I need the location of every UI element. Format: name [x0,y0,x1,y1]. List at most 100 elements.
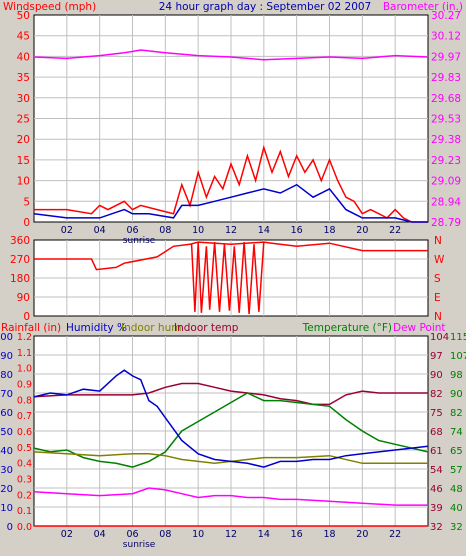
wind-y-left-tick-label: 45 [17,31,30,43]
indoor-temp-axis-title: Indoor temp [174,322,239,334]
wind-y-left-tick-label: 25 [17,114,30,126]
barometer-axis-title: Barometer (in.) [383,1,463,13]
temp-x-tick-label: 22 [389,529,401,540]
dew-point-axis-title: Dew Point [393,322,446,334]
dir-y-left-tick-label: 90 [17,292,30,304]
wind-x-tick-label: 08 [159,225,171,236]
indoor-temp-tick-label: 97 [430,351,443,362]
wind-x-tick-label: 18 [323,225,335,236]
temp-x-tick-label: 08 [159,529,171,540]
temperature-line [33,392,429,468]
rainfall-tick-label: 1.2 [17,332,32,343]
temperature-tick-label: 32 [450,522,463,533]
windspeed-axis-title: Windspeed (mph) [3,1,96,13]
temperature-tick-label: 107 [450,351,466,362]
rainfall-tick-label: 0.7 [17,411,32,422]
rainfall-axis-title: Rainfall (in) [1,322,61,334]
temperature-tick-label: 57 [450,465,463,476]
dir-y-left-tick-label: 0 [23,311,30,323]
rainfall-tick-label: 0.1 [17,506,32,517]
rainfall-tick-label: 0.4 [17,459,32,470]
humidity-axis-title: Humidity % [66,322,127,334]
wind-x-tick-label: 16 [291,225,303,236]
wind-y-right-tick-label: 28.79 [431,217,461,229]
temp-x-tick-label: 18 [323,529,335,540]
wind-y-left-tick-label: 35 [17,72,30,84]
dir-y-left-tick-label: 180 [10,273,30,285]
wind-y-right-tick-label: 30.27 [431,10,461,22]
temperature-tick-label: 82 [450,408,463,419]
wind-x-tick-label: 12 [225,225,237,236]
temperature-tick-label: 74 [450,427,463,438]
wind-y-right-tick-label: 29.97 [431,51,461,63]
humidity-tick-label: 100 [0,332,13,343]
rainfall-tick-label: 0.0 [17,522,32,533]
indoor-temp-tick-label: 75 [430,408,443,419]
indoor-temp-tick-label: 54 [430,465,443,476]
temperature-tick-label: 48 [450,484,463,495]
dir-compass-label: N [434,235,442,247]
temperature-tick-label: 40 [450,503,463,514]
humidity-tick-label: 80 [0,370,13,381]
wind-y-left-tick-label: 40 [17,51,30,63]
wind-direction-spikes-line [190,242,265,314]
wind-y-right-tick-label: 29.53 [431,114,461,126]
wind-y-left-tick-label: 5 [23,196,30,208]
indoor-temp-tick-label: 46 [430,484,443,495]
wind-speed-line [33,183,428,223]
temp-x-tick-label: 20 [356,529,368,540]
rainfall-tick-label: 0.6 [17,427,32,438]
temp-x-tick-label: 02 [61,529,73,540]
humidity-tick-label: 40 [0,446,13,457]
humidity-tick-label: 70 [0,389,13,400]
temp-x-tick-label: 12 [225,529,237,540]
rainfall-tick-label: 0.9 [17,380,32,391]
chart-title: 24 hour graph day : September 02 2007 [159,1,371,13]
wind-y-right-tick-label: 29.38 [431,134,461,146]
temp-x-tick-label: 04 [94,529,106,540]
temperature-tick-label: 98 [450,370,463,381]
indoor-temp-tick-label: 68 [430,427,443,438]
dir-compass-label: W [434,254,445,266]
wind-x-tick-label: 06 [126,225,138,236]
humidity-tick-label: 60 [0,408,13,419]
wind-y-left-tick-label: 10 [17,176,30,188]
dir-compass-label: S [434,273,441,285]
wind-y-right-tick-label: 28.94 [431,196,461,208]
temp-sunrise-marker: sunrise [123,540,156,550]
wind-sunrise-marker: sunrise [123,236,156,246]
wind-y-left-tick-label: 30 [17,93,30,105]
wind-x-tick-label: 22 [389,225,401,236]
dir-y-left-tick-label: 360 [10,235,30,247]
indoor-hum-line [33,451,428,465]
humidity-line [33,369,429,468]
dir-compass-label: E [434,292,441,304]
temperature-axis-title: Temperature (°F) [302,322,392,334]
indoor-temp-tick-label: 32 [430,522,443,533]
wind-y-left-tick-label: 0 [23,217,30,229]
temp-x-tick-label: 06 [126,529,138,540]
wind-x-tick-label: 14 [258,225,270,236]
rainfall-tick-label: 0.8 [17,395,32,406]
humidity-tick-label: 10 [0,503,13,514]
humidity-tick-label: 50 [0,427,13,438]
temp-x-tick-label: 10 [192,529,204,540]
wind-y-right-tick-label: 29.68 [431,93,461,105]
temperature-tick-label: 90 [450,389,463,400]
dir-compass-label: N [434,311,442,323]
wind-y-left-tick-label: 20 [17,134,30,146]
wind-x-tick-label: 10 [192,225,204,236]
wind-x-tick-label: 02 [61,225,73,236]
barometer-line [33,49,429,61]
rainfall-tick-label: 0.2 [17,490,32,501]
humidity-tick-label: 0 [7,522,13,533]
indoor-temp-tick-label: 39 [430,503,443,514]
indoor-temp-tick-label: 104 [430,332,449,343]
dir-y-left-tick-label: 270 [10,254,30,266]
rainfall-tick-label: 0.5 [17,443,32,454]
rainfall-tick-label: 1.1 [17,348,32,359]
indoor-temp-tick-label: 90 [430,370,443,381]
wind-y-right-tick-label: 29.83 [431,72,461,84]
wind-x-tick-label: 04 [94,225,106,236]
